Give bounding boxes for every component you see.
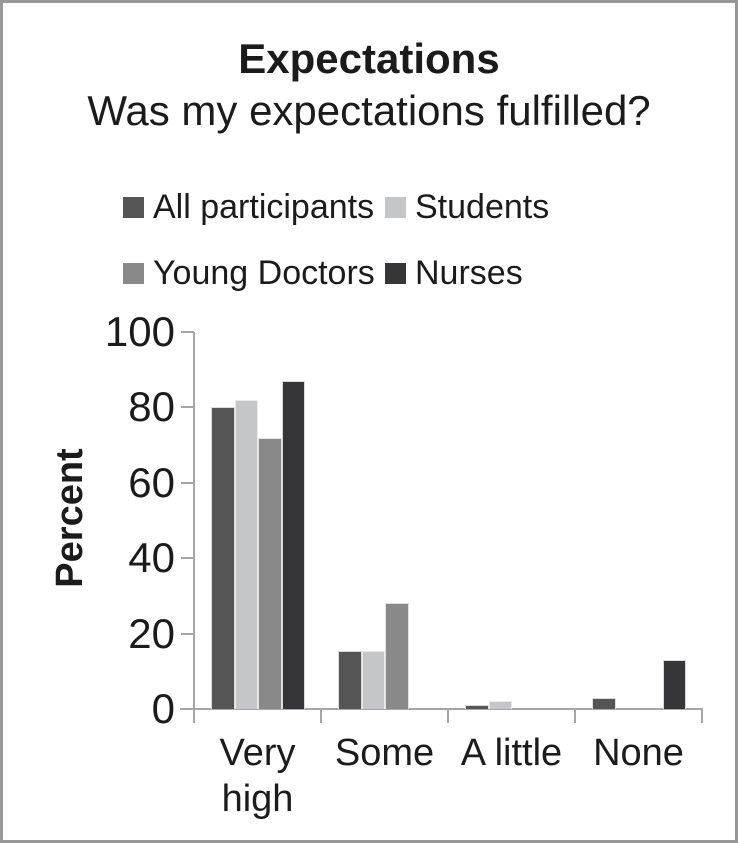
y-tick-20 — [181, 632, 194, 635]
legend-label-students: Students — [415, 187, 550, 226]
x-category-label-none: None — [593, 732, 684, 774]
legend-item-all-participants: All participants — [123, 185, 374, 229]
y-tick-80 — [181, 406, 194, 409]
bar-nurses-none — [662, 659, 686, 709]
y-tick-label-40: 40 — [128, 534, 175, 582]
chart-subtitle: Was my expectations fulfilled? — [87, 87, 651, 134]
y-tick-label-100: 100 — [104, 308, 175, 355]
y-tick-label-20: 20 — [128, 609, 175, 657]
y-tick-60 — [181, 481, 194, 484]
legend-swatch-students — [385, 196, 406, 218]
x-axis-line — [180, 708, 703, 710]
x-tick-0 — [193, 708, 195, 723]
x-category-label-a-little: A little — [460, 732, 563, 774]
y-tick-label-60: 60 — [128, 458, 175, 506]
bar-all-participants-very-high — [211, 407, 235, 709]
legend-item-nurses: Nurses — [385, 251, 523, 295]
bar-nurses-very-high — [281, 381, 305, 709]
legend-swatch-nurses — [385, 262, 406, 284]
bar-all-participants-some — [338, 650, 362, 709]
y-tick-label-80: 80 — [128, 383, 175, 431]
x-category-label-very-high: Very high — [219, 732, 296, 820]
y-tick-100 — [181, 331, 194, 333]
x-tick-1 — [320, 708, 322, 723]
bar-young-doctors-some — [385, 603, 409, 709]
chart-title: Expectations — [238, 35, 500, 82]
legend-item-students: Students — [385, 185, 549, 229]
x-tick-2 — [447, 708, 449, 723]
legend-item-young-doctors: Young Doctors — [123, 251, 375, 295]
y-tick-40 — [181, 557, 194, 560]
y-axis-line — [192, 332, 195, 717]
bar-all-participants-a-little — [465, 705, 489, 709]
bar-students-a-little — [488, 701, 512, 709]
legend-label-young-doctors: Young Doctors — [153, 253, 375, 292]
legend-swatch-all-participants — [123, 196, 144, 218]
bar-young-doctors-very-high — [258, 437, 282, 709]
legend-label-all-participants: All participants — [153, 187, 375, 226]
bar-students-some — [361, 650, 385, 709]
bar-all-participants-none — [592, 697, 616, 709]
legend-swatch-young-doctors — [123, 262, 144, 284]
y-axis-title: Percent — [49, 448, 91, 588]
legend-label-nurses: Nurses — [415, 253, 523, 292]
bar-students-very-high — [234, 399, 258, 709]
x-tick-4 — [701, 708, 703, 723]
x-category-label-some: Some — [334, 732, 435, 774]
x-tick-3 — [574, 708, 576, 723]
y-tick-label-0: 0 — [151, 685, 175, 732]
